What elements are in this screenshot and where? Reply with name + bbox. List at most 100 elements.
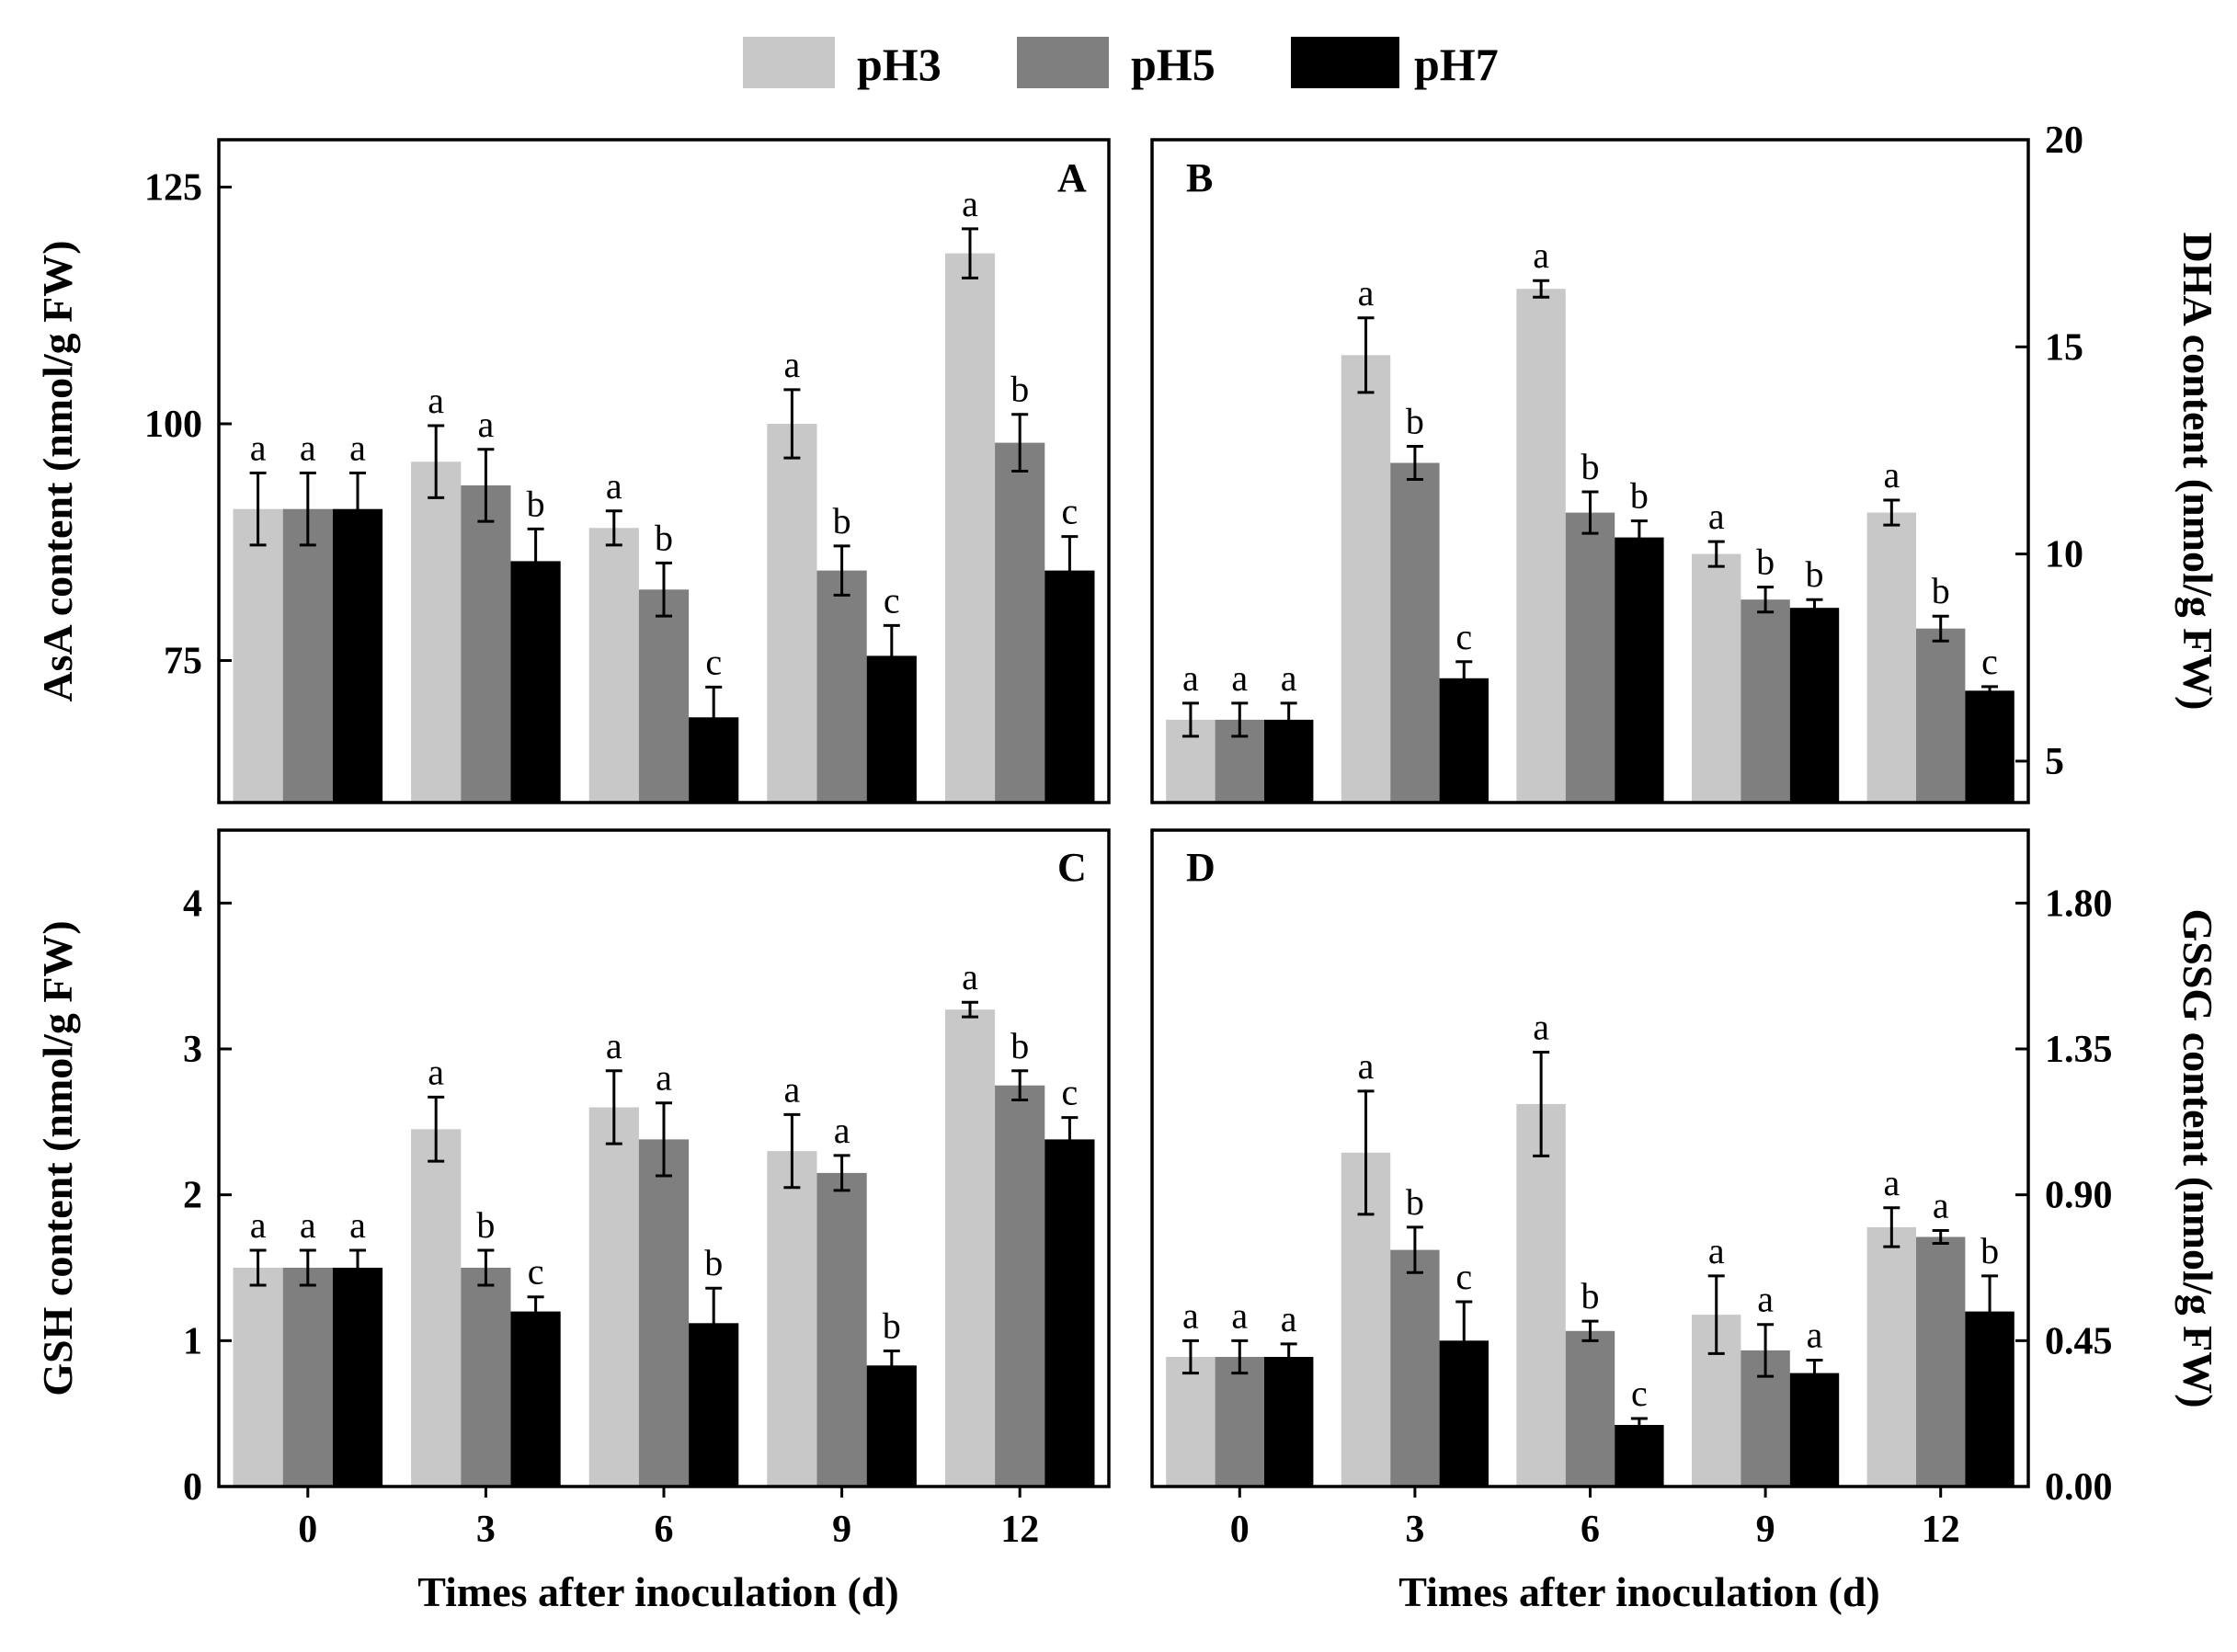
bar-a-ph5-day0 [282,508,333,803]
panel-letter-d: D [1186,845,1216,890]
y-tick-label-c-1: 1 [183,1320,202,1362]
bar-d-ph7-day0 [1264,1357,1314,1487]
sig-label-c-ph3-day6: a [606,1025,622,1066]
sig-label-d-ph5-day3: b [1406,1181,1424,1223]
y-tick-label-d-1: 0.45 [2045,1320,2113,1362]
bar-c-ph3-day9 [767,1151,817,1487]
sig-label-a-ph3-day6: a [606,465,622,507]
sig-label-d-ph5-day0: a [1231,1294,1248,1336]
sig-label-b-ph3-day3: a [1358,272,1375,313]
sig-label-c-ph5-day3: b [476,1204,495,1246]
bar-c-ph3-day3 [411,1129,462,1487]
bar-d-ph5-day3 [1390,1249,1440,1487]
plot-frame-b [1150,138,2030,804]
sig-label-a-ph7-day12: c [1062,491,1079,532]
bar-b-ph3-day3 [1341,355,1391,803]
plot-frame-a [217,138,1111,804]
y-tick-label-b-3: 20 [2045,120,2083,162]
bar-c-ph5-day0 [282,1268,333,1487]
bar-c-ph5-day9 [816,1172,867,1487]
sig-label-a-ph3-day9: a [784,344,801,385]
y-tick-label-c-0: 0 [183,1466,202,1509]
legend-swatch-ph7 [1291,37,1399,88]
y-axis-label-c: GSH content (nmol/g FW) [34,920,81,1396]
bar-b-ph7-day12 [1965,690,2014,803]
y-axis-label-b: DHA content (nmol/g FW) [2174,232,2221,710]
x-tick-label-c-12: 12 [1000,1509,1039,1551]
sig-label-b-ph5-day0: a [1231,657,1248,699]
bar-d-ph3-day6 [1516,1103,1566,1487]
sig-label-a-ph5-day12: b [1010,369,1029,410]
panel-d-gssg: a a a0abc3abc6aaa9aab120.000.450.901.351.8… [1150,828,2221,1551]
sig-label-d-ph3-day3: a [1358,1045,1375,1087]
sig-label-a-ph3-day0: a [250,427,267,469]
panel-letter-a: A [1057,155,1087,200]
bar-a-ph5-day12 [995,442,1045,803]
bar-a-ph5-day3 [461,485,511,803]
sig-label-d-ph5-day12: a [1933,1185,1949,1226]
sig-label-b-ph5-day9: b [1756,541,1775,583]
bar-b-ph5-day3 [1390,462,1440,803]
sig-label-b-ph7-day12: c [1981,641,1998,682]
sig-label-c-ph3-day3: a [428,1051,444,1092]
sig-label-b-ph7-day9: b [1805,553,1823,595]
sig-label-c-ph7-day3: c [528,1251,544,1293]
bar-b-ph3-day12 [1866,512,1916,803]
bar-a-ph5-day6 [638,589,690,803]
sig-label-c-ph3-day12: a [962,956,978,997]
y-axis-label-d: GSSG content (nmol/g FW) [2174,908,2221,1407]
sig-label-a-ph5-day3: a [478,404,495,445]
x-tick-label-d-0: 0 [1230,1509,1250,1551]
sig-label-b-ph7-day6: b [1630,475,1649,517]
y-tick-label-d-2: 0.90 [2045,1175,2113,1217]
bar-a-ph7-day0 [332,508,383,803]
sig-label-a-ph5-day6: b [655,517,673,558]
bar-b-ph7-day9 [1789,608,1840,803]
y-tick-label-b-2: 15 [2045,326,2083,369]
sig-label-b-ph3-day9: a [1708,496,1725,537]
bar-a-ph7-day3 [510,561,561,803]
y-tick-label-b-1: 10 [2045,534,2083,576]
legend-label-ph3: pH3 [857,39,942,90]
sig-label-d-ph3-day9: a [1708,1230,1725,1271]
sig-label-d-ph7-day6: c [1631,1373,1648,1414]
bar-c-ph3-day12 [944,1009,996,1487]
x-tick-label-d-12: 12 [1922,1509,1960,1551]
bar-a-ph3-day12 [944,253,996,803]
sig-label-c-ph7-day9: b [883,1305,901,1346]
sig-label-b-ph5-day12: b [1932,570,1950,611]
sig-label-b-ph7-day3: c [1455,616,1472,657]
x-tick-label-d-6: 6 [1581,1509,1600,1551]
bar-b-ph7-day6 [1615,537,1664,803]
sig-label-a-ph5-day9: b [833,500,851,541]
bar-b-ph3-day6 [1516,289,1566,803]
sig-label-c-ph7-day0: a [349,1204,366,1246]
x-tick-label-c-3: 3 [476,1509,496,1551]
x-tick-label-d-3: 3 [1405,1509,1424,1551]
y-tick-label-d-3: 1.35 [2045,1029,2113,1071]
bar-c-ph5-day3 [461,1268,511,1487]
bar-d-ph3-day0 [1166,1357,1216,1487]
bar-b-ph7-day3 [1439,678,1489,803]
sig-label-a-ph5-day0: a [300,427,316,469]
sig-label-c-ph5-day6: a [656,1057,672,1099]
sig-label-b-ph5-day6: b [1581,446,1600,487]
x-tick-label-c-0: 0 [298,1509,317,1551]
sig-label-d-ph3-day0: a [1182,1294,1199,1336]
sig-label-d-ph7-day9: a [1807,1315,1823,1356]
bar-a-ph5-day9 [816,570,867,803]
bar-b-ph5-day6 [1565,512,1615,803]
y-tick-label-a-2: 125 [144,167,202,210]
bar-c-ph5-day12 [995,1085,1045,1487]
bar-c-ph7-day3 [510,1311,561,1487]
sig-label-b-ph3-day0: a [1182,657,1199,699]
sig-label-d-ph7-day0: a [1281,1298,1297,1339]
bar-a-ph7-day12 [1044,570,1095,803]
sig-label-d-ph5-day9: a [1757,1279,1774,1320]
sig-label-a-ph7-day9: c [884,579,900,621]
bar-a-ph3-day9 [767,424,817,803]
bar-a-ph3-day3 [411,461,462,803]
bar-d-ph3-day12 [1866,1226,1916,1487]
